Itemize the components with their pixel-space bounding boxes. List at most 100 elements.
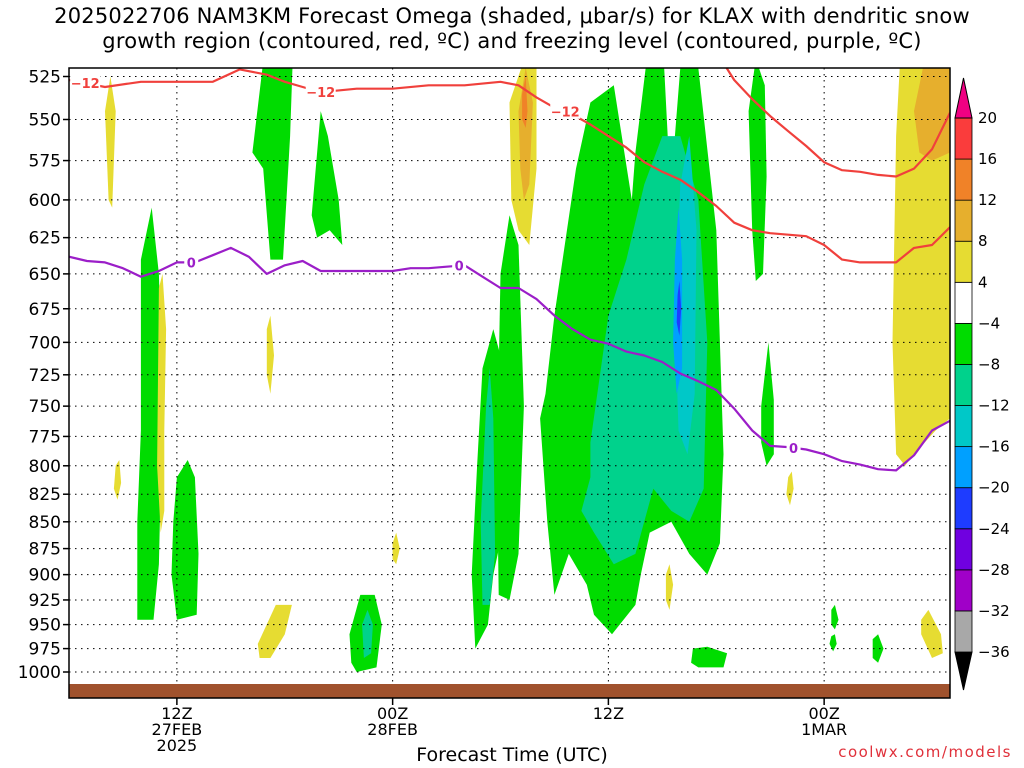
contour-line-0	[69, 68, 950, 264]
colorbar-tick-label-0: 20	[978, 109, 997, 127]
y-tick-label-900: 900	[29, 566, 61, 586]
contour-label-0-2: −12	[551, 106, 580, 121]
x-tick-label-1-2: 28FEB	[367, 720, 418, 739]
omega-region-20	[105, 76, 116, 208]
colorbar-bin-5	[954, 446, 973, 489]
colorbar-tick-label-3: 8	[978, 232, 988, 250]
omega-region-14	[581, 136, 708, 565]
grid-lines	[69, 68, 950, 684]
contour-layer: −12 −12 −12 0 0 0	[69, 68, 950, 472]
contour-label-bg-0-1	[305, 84, 336, 100]
colorbar-bin-3	[954, 528, 973, 571]
colorbar-bin-9	[954, 281, 973, 324]
colorbar-bin-6	[954, 405, 973, 448]
colorbar-tick-label-10: −24	[978, 520, 1010, 538]
colorbar-bin-1	[954, 610, 973, 653]
omega-region-0	[137, 207, 163, 620]
omega-region-9	[761, 342, 774, 466]
contour-label-bg-2-2	[786, 439, 801, 455]
omega-region-11	[872, 634, 884, 663]
omega-region-10	[691, 646, 728, 668]
omega-region-29	[892, 68, 950, 466]
omega-region-8	[748, 68, 767, 281]
colorbar-bin-13	[954, 117, 973, 160]
terrain-strip	[69, 684, 950, 698]
colorbar-tick-label-8: −16	[978, 438, 1010, 456]
x-tick-label-2-1: 12Z	[593, 704, 624, 723]
omega-region-27	[665, 564, 674, 610]
y-tick-label-625: 625	[29, 229, 61, 249]
omega-region-23	[266, 315, 274, 394]
y-tick-label-525: 525	[29, 68, 61, 88]
colorbar-bin-7	[954, 364, 973, 406]
contour-label-0-0: −12	[71, 77, 100, 92]
colorbar-tick-label-7: −12	[978, 397, 1010, 415]
colorbar-tick-label-11: −28	[978, 561, 1010, 579]
y-tick-label-850: 850	[29, 513, 61, 533]
chart-title-line-1: 2025022706 NAM3KM Forecast Omega (shaded…	[54, 4, 970, 28]
omega-region-12	[831, 604, 839, 630]
y-tick-label-950: 950	[29, 616, 61, 636]
contour-label-bg-2-1	[452, 257, 467, 273]
colorbar-tick-label-2: 12	[978, 191, 997, 209]
y-tick-label-825: 825	[29, 485, 61, 505]
y-tick-label-1000: 1000	[18, 663, 61, 683]
omega-region-16	[362, 609, 373, 658]
omega-region-28	[786, 471, 794, 506]
x-axis: 12Z27FEB202500Z28FEB12Z00Z1MAR12Z	[152, 698, 847, 755]
colorbar-bin-0	[954, 651, 973, 691]
x-tick-label-1-1: 00Z	[377, 704, 408, 723]
y-tick-label-875: 875	[29, 540, 61, 560]
colorbar-tick-label-4: 4	[978, 273, 988, 291]
colorbar-bin-10	[954, 240, 973, 283]
contour-line-2	[69, 246, 950, 472]
y-tick-label-750: 750	[29, 397, 61, 417]
colorbar-bin-12	[954, 158, 973, 201]
y-tick-label-550: 550	[29, 110, 61, 130]
contour-line-1	[725, 68, 950, 178]
y-tick-label-700: 700	[29, 333, 61, 353]
y-axis: 525 550 575 600 625 650 675 700 725 750 775 800 825 8…	[18, 68, 69, 683]
colorbar-tick-label-6: −8	[978, 355, 1000, 373]
x-tick-label-3-1: 00Z	[808, 704, 839, 723]
colorbar-tick-label-5: −4	[978, 314, 1000, 332]
colorbar-bin-11	[954, 199, 973, 242]
contour-label-2-1: 0	[455, 260, 464, 275]
omega-region-1	[171, 460, 199, 620]
y-tick-label-800: 800	[29, 457, 61, 477]
y-tick-label-675: 675	[29, 300, 61, 320]
colorbar-tick-label-1: 16	[978, 150, 997, 168]
omega-region-13	[829, 634, 837, 652]
y-tick-label-975: 975	[29, 640, 61, 660]
x-tick-label-0-1: 12Z	[161, 704, 192, 723]
omega-region-2	[252, 68, 293, 260]
plot-frame	[68, 67, 951, 699]
omega-region-24	[257, 604, 292, 658]
colorbar-bin-8	[954, 322, 973, 365]
colorbar-bin-2	[954, 569, 973, 612]
omega-region-6	[496, 215, 524, 600]
colorbar-bin-14	[954, 77, 973, 119]
chart-title: 2025022706 NAM3KM Forecast Omega (shaded…	[0, 4, 1024, 54]
y-tick-label-925: 925	[29, 591, 61, 611]
site-credit: coolwx.com/models	[838, 743, 1012, 761]
omega-region-25	[392, 532, 400, 565]
omega-shading-layer	[105, 68, 950, 672]
colorbar-tick-label-12: −32	[978, 602, 1010, 620]
colorbar-tick-label-13: −36	[978, 643, 1010, 661]
omega-region-22	[113, 460, 122, 500]
omega-region-15	[480, 368, 496, 605]
contour-label-2-2: 0	[789, 442, 798, 457]
omega-region-21	[157, 273, 167, 533]
y-tick-label-725: 725	[29, 366, 61, 386]
y-tick-label-775: 775	[29, 427, 61, 447]
colorbar: 20 16 12 8 4 −4 −8 −12 −16 −20 −24 −28 −32 −36	[954, 77, 1010, 691]
x-tick-label-0-2: 27FEB	[152, 720, 203, 739]
y-tick-label-650: 650	[29, 265, 61, 285]
colorbar-bin-4	[954, 487, 973, 530]
x-tick-label-0-3: 2025	[157, 736, 198, 755]
contour-label-0-1: −12	[306, 86, 335, 101]
colorbar-tick-label-9: −20	[978, 479, 1010, 497]
y-tick-label-575: 575	[29, 152, 61, 172]
